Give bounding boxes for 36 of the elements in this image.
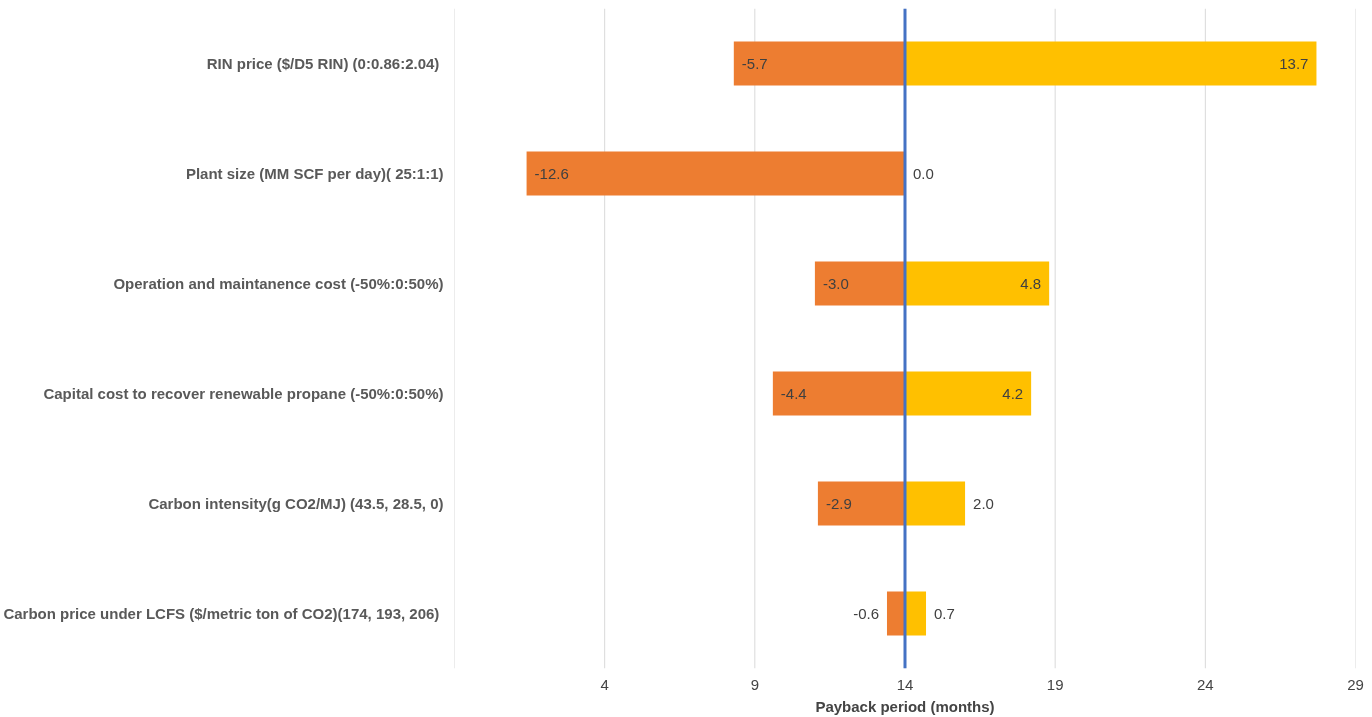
bar	[814, 261, 905, 306]
bar	[905, 41, 1317, 86]
bar	[905, 591, 927, 636]
data-label: -5.7	[741, 54, 768, 72]
x-tick-label: 29	[1347, 675, 1364, 693]
y-tick-label: Plant size (MM SCF per day)( 25:1:1)	[185, 165, 444, 182]
y-tick-label: Operation and maintanence cost (-50%:0:50%)	[113, 275, 444, 292]
data-label: 2.0	[973, 494, 994, 512]
data-label: 13.7	[1279, 54, 1309, 72]
bar	[733, 41, 905, 86]
data-label: 4.2	[1002, 384, 1024, 402]
y-tick-label: Carbon price under LCFS ($/metric ton of CO2)(174, 193, 206)	[3, 605, 440, 622]
x-tick-label: 9	[750, 675, 760, 693]
bar	[817, 481, 905, 526]
data-label: -4.4	[780, 384, 807, 402]
data-label: 4.8	[1020, 274, 1042, 292]
y-tick-label: RIN price ($/D5 RIN) (0:0.86:2.04)	[206, 55, 440, 72]
x-tick-label: 4	[600, 675, 609, 693]
data-label: -2.9	[825, 494, 852, 512]
y-tick-label: Carbon intensity(g CO2/MJ) (43.5, 28.5, 0)	[148, 495, 444, 512]
data-label: -12.6	[534, 164, 569, 182]
x-axis-title: Payback period (months)	[815, 697, 995, 715]
data-label: -0.6	[853, 604, 879, 622]
bar	[905, 371, 1032, 416]
annotation: 0.0	[913, 164, 934, 182]
x-tick-label: 24	[1196, 675, 1214, 693]
bar	[905, 261, 1050, 306]
bar	[526, 151, 905, 196]
y-tick-label: Capital cost to recover renewable propane (-50%:0:50%)	[43, 385, 444, 402]
data-label: 0.7	[934, 604, 955, 622]
bar	[886, 591, 905, 636]
data-label: -3.0	[822, 274, 849, 292]
x-tick-label: 14	[896, 675, 914, 693]
bar	[772, 371, 905, 416]
bar	[905, 481, 966, 526]
x-tick-label: 19	[1046, 675, 1064, 693]
